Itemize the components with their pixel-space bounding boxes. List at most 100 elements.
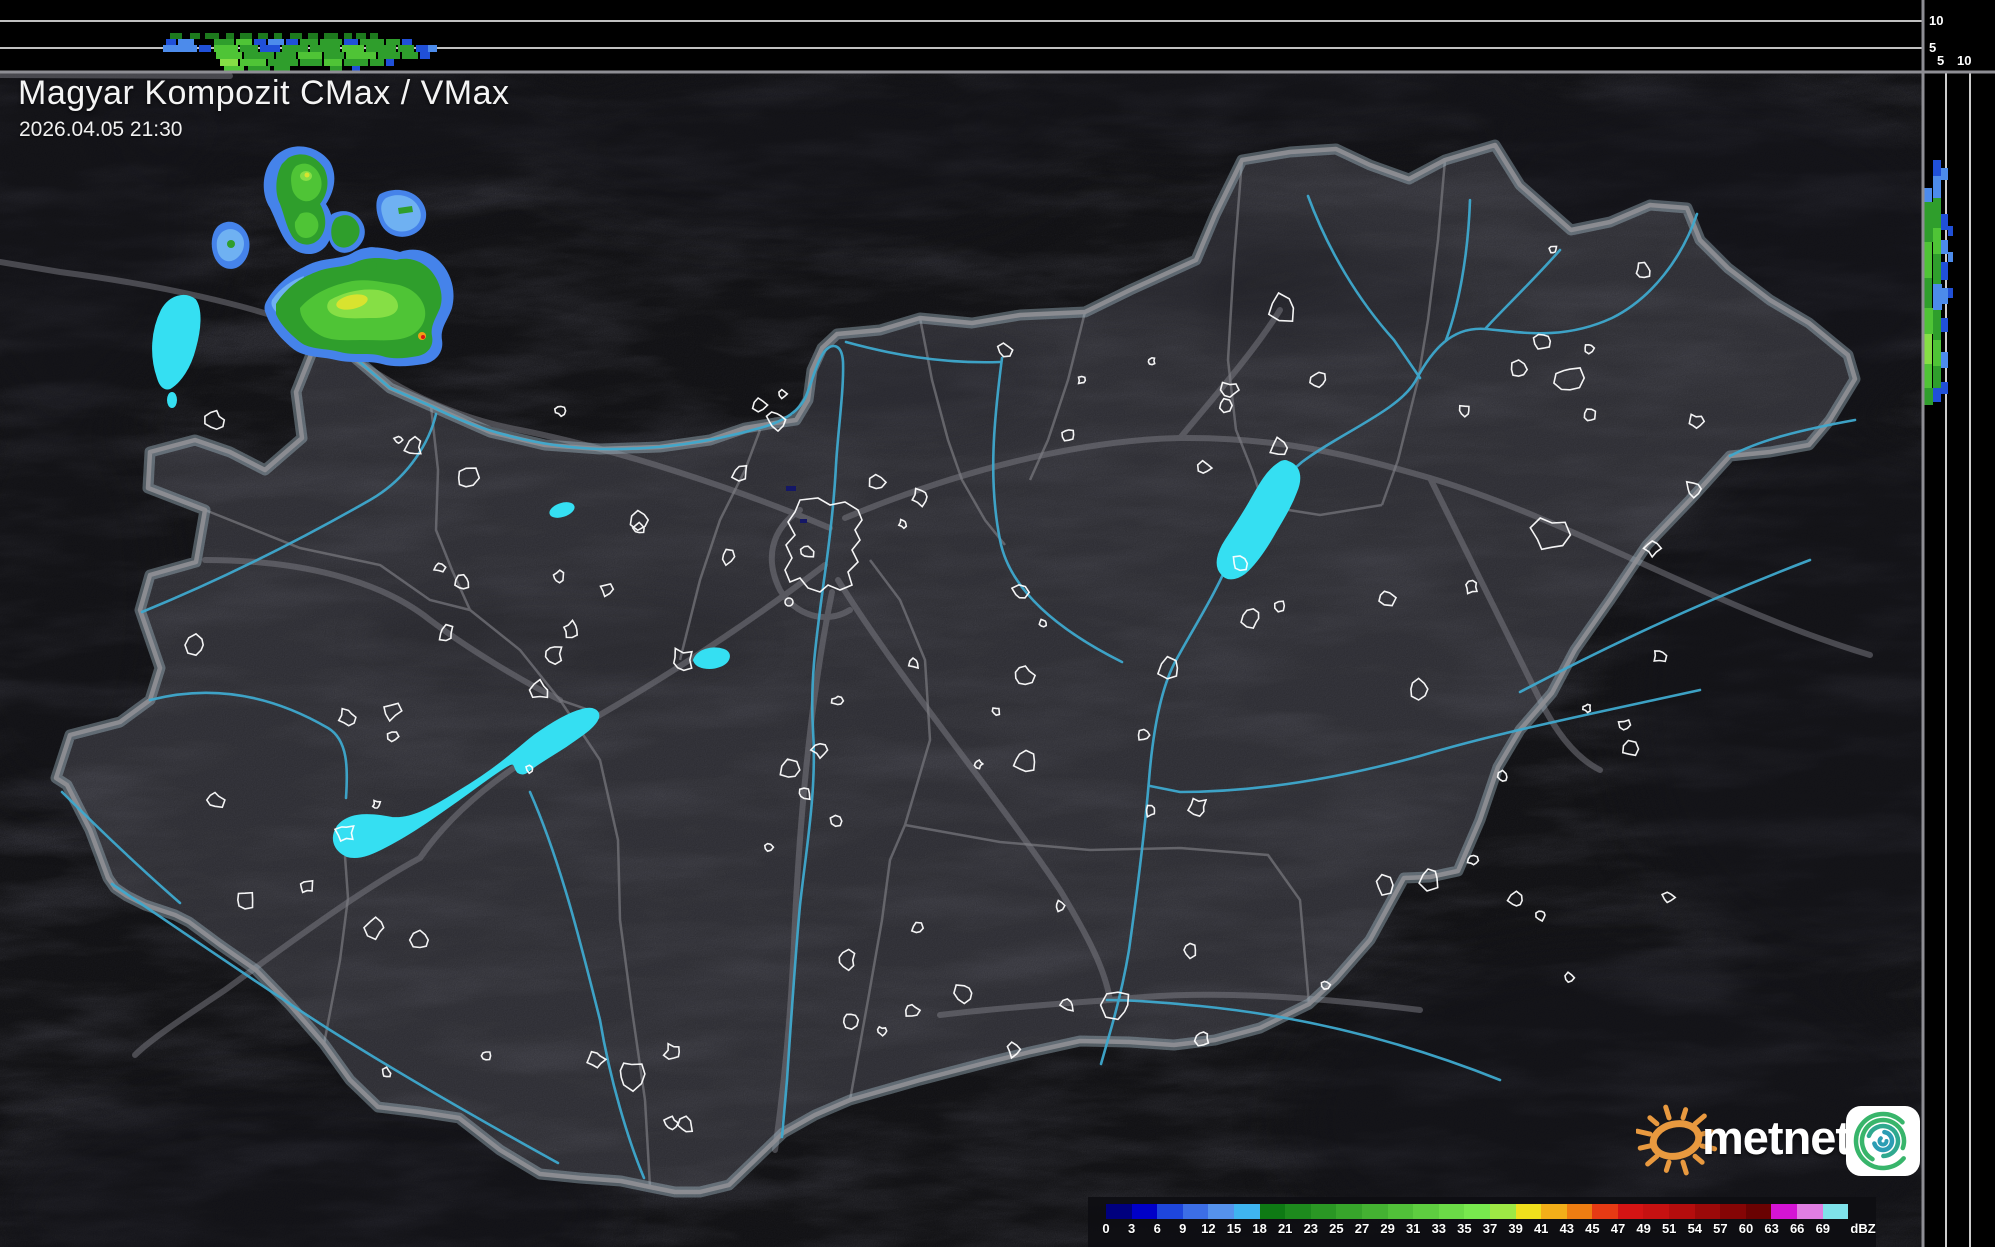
cross-section-echo-cell bbox=[344, 59, 368, 66]
settlement-outline bbox=[911, 487, 928, 508]
basemap bbox=[0, 72, 1922, 1247]
settlement-outline bbox=[403, 435, 422, 455]
legend-swatch bbox=[1157, 1204, 1183, 1219]
legend-value-label: 27 bbox=[1354, 1221, 1370, 1236]
legend-value-label: 54 bbox=[1687, 1221, 1703, 1236]
legend-swatch bbox=[1694, 1204, 1721, 1219]
settlement-outline bbox=[662, 1042, 681, 1060]
settlement-outline bbox=[1006, 1041, 1022, 1060]
cross-section-echo-cell bbox=[1941, 168, 1948, 180]
legend-color-bar bbox=[1106, 1204, 1849, 1219]
sun-ray bbox=[1699, 1143, 1718, 1152]
settlement-outline bbox=[1232, 555, 1249, 572]
legend-swatch bbox=[1771, 1204, 1798, 1219]
settlement-outline bbox=[1137, 728, 1151, 741]
cross-section-echo-cell bbox=[1948, 288, 1953, 298]
cross-section-echo-cell bbox=[163, 45, 197, 52]
settlement-outline bbox=[1529, 517, 1572, 551]
cross-section-echo-cell bbox=[170, 33, 182, 39]
cross-section-echo-cell bbox=[216, 52, 242, 59]
legend-value-label: 31 bbox=[1405, 1221, 1421, 1236]
cross-section-echo-cell bbox=[240, 45, 258, 52]
legend-swatch bbox=[1592, 1204, 1618, 1219]
lake-tata bbox=[549, 502, 575, 518]
sun-ray bbox=[1692, 1113, 1707, 1127]
settlement-outline bbox=[1038, 618, 1048, 628]
settlement-outline bbox=[1418, 868, 1439, 892]
cross-section-echo-cell bbox=[240, 59, 266, 66]
cross-section-echo-cell bbox=[1933, 160, 1941, 176]
settlement-outline bbox=[631, 521, 645, 534]
legend-value-label: 43 bbox=[1559, 1221, 1575, 1236]
settlement-outline bbox=[868, 473, 888, 490]
cross-section-echo-cell bbox=[420, 52, 430, 59]
settlement-outline bbox=[1061, 429, 1075, 442]
cross-section-echo-cell bbox=[298, 52, 322, 59]
settlement-outline bbox=[1240, 608, 1260, 629]
legend-swatch bbox=[1489, 1204, 1516, 1219]
sun-ray bbox=[1680, 1107, 1689, 1121]
cross-section-echo-cell bbox=[366, 45, 396, 52]
cross-section-echo-cell bbox=[248, 66, 270, 71]
cross-section-echo-cell bbox=[1924, 278, 1932, 308]
settlement-outline bbox=[838, 948, 856, 972]
lake-tisza bbox=[1216, 459, 1301, 580]
metnet-logo: metnet bbox=[1634, 1096, 1936, 1186]
settlement-outline bbox=[1183, 942, 1197, 960]
settlement-outline bbox=[619, 1062, 646, 1093]
radar-echoes bbox=[211, 146, 807, 523]
cross-section-echo-cell bbox=[428, 45, 437, 52]
lake-velence bbox=[692, 647, 730, 669]
county-borders bbox=[204, 159, 1447, 1188]
cross-section-echo-cell bbox=[214, 45, 238, 52]
legend-swatch bbox=[1720, 1204, 1746, 1219]
sun-ray bbox=[1692, 1153, 1705, 1165]
settlement-outline bbox=[552, 569, 565, 584]
lake-balaton bbox=[332, 707, 600, 858]
cross-section-echo-cell bbox=[320, 39, 342, 45]
danube-river bbox=[300, 318, 845, 1139]
settlement-outline bbox=[910, 921, 925, 934]
cross-section-echo-cell bbox=[282, 45, 308, 52]
cross-section-echo-cell bbox=[190, 33, 200, 39]
settlement-outline bbox=[184, 632, 205, 657]
settlement-outline bbox=[1309, 371, 1327, 389]
settlement-outline bbox=[528, 678, 549, 699]
settlement-outline bbox=[1099, 991, 1130, 1021]
legend-swatch bbox=[1438, 1204, 1465, 1219]
settlement-outline bbox=[1584, 343, 1596, 355]
sun-ray bbox=[1663, 1104, 1672, 1121]
settlement-outline bbox=[1661, 891, 1677, 904]
legend-value-label: 3 bbox=[1127, 1221, 1136, 1236]
settlement-outline bbox=[1320, 980, 1332, 991]
cross-section-echo-cell bbox=[1924, 334, 1932, 364]
legend-swatch bbox=[1336, 1204, 1362, 1219]
cross-section-echo-cell bbox=[1941, 318, 1948, 332]
settlement-outline bbox=[1621, 739, 1640, 757]
legend-value-label: 23 bbox=[1303, 1221, 1319, 1236]
settlement-outline bbox=[1193, 1031, 1210, 1047]
settlement-outline bbox=[1274, 600, 1286, 613]
cross-section-echo-cell bbox=[1924, 388, 1933, 405]
legend-swatch bbox=[1208, 1204, 1234, 1219]
sun-ray bbox=[1663, 1159, 1672, 1173]
cross-section-echo-cell bbox=[1941, 382, 1948, 394]
settlement-outline bbox=[1465, 579, 1479, 595]
cross-section-echo-cell bbox=[344, 33, 352, 39]
settlement-outline bbox=[586, 1050, 608, 1069]
legend-value-label: 0 bbox=[1102, 1221, 1110, 1236]
legend-value-label: 45 bbox=[1585, 1221, 1600, 1236]
spiral-logo-icon bbox=[1846, 1106, 1920, 1176]
legend-swatch bbox=[1233, 1204, 1260, 1219]
legend-value-label: 35 bbox=[1457, 1221, 1472, 1236]
right-cross-section bbox=[1924, 72, 1995, 1247]
legend-value-label: 57 bbox=[1713, 1221, 1728, 1236]
cross-section-echo-cell bbox=[324, 59, 342, 66]
cross-section-echo-cell bbox=[416, 45, 428, 52]
cross-section-echo-cell bbox=[352, 66, 360, 71]
settlement-outline bbox=[1506, 890, 1523, 907]
legend-swatch bbox=[1541, 1204, 1567, 1219]
settlement-outline bbox=[1012, 749, 1036, 773]
cross-section-echo-cell bbox=[1933, 310, 1941, 340]
sun-ray bbox=[1634, 1128, 1653, 1137]
